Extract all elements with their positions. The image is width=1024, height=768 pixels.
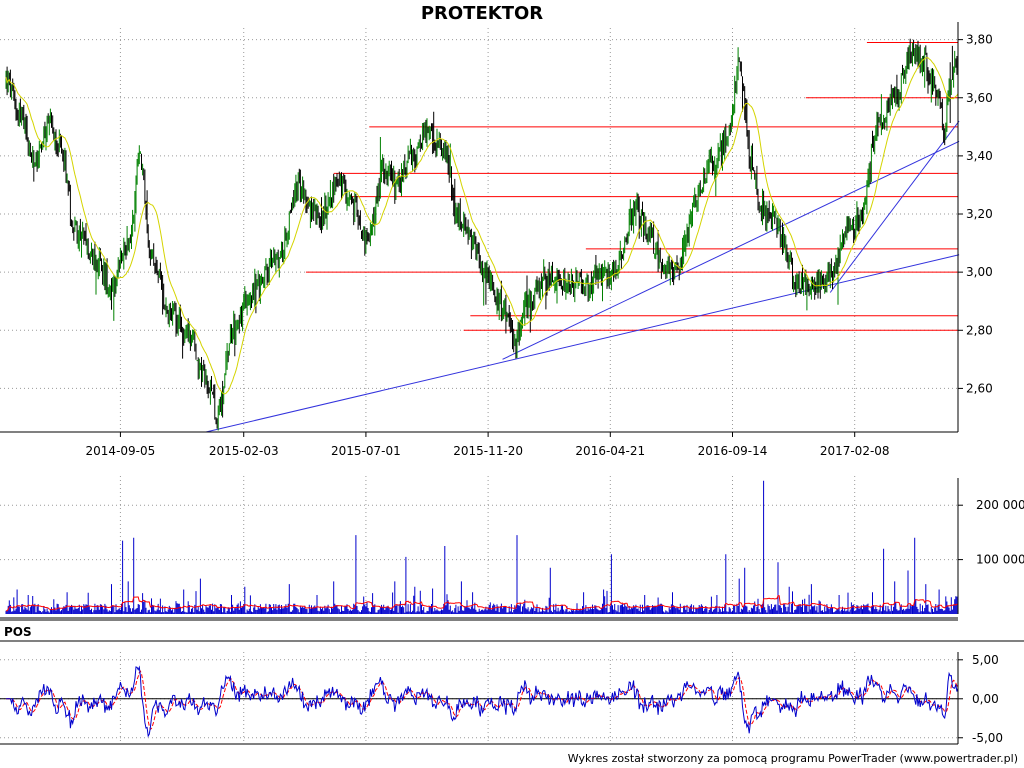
pos-axes: 5,00 0,00 -5,00 [0, 652, 1003, 745]
price-x-tick-label: 2015-11-20 [453, 444, 523, 458]
price-y-tick-label: 3,80 [966, 33, 993, 47]
price-x-tick-label: 2016-04-21 [575, 444, 645, 458]
trend-lines [205, 120, 960, 433]
volume-panel: 200 000 100 000 [0, 476, 1024, 619]
up-candles [5, 42, 959, 431]
volume-average-line [5, 595, 958, 612]
pos-y-tick-label: 5,00 [972, 653, 999, 667]
pos-y-tick-label: -5,00 [972, 731, 1003, 745]
trend-line [502, 140, 960, 360]
trend-line [829, 120, 960, 293]
horizontal-levels [305, 42, 958, 331]
footer-credit: Wykres został stworzony za pomocą progra… [568, 752, 1018, 765]
volume-bars [5, 480, 959, 614]
price-x-tick-label: 2016-09-14 [698, 444, 768, 458]
price-x-tick-label: 2015-02-03 [209, 444, 279, 458]
pos-y-tick-label: 0,00 [972, 692, 999, 706]
price-x-tick-label: 2017-02-08 [820, 444, 890, 458]
price-y-tick-label: 2,80 [966, 323, 993, 337]
price-grid [0, 28, 958, 432]
price-x-tick-label: 2014-09-05 [86, 444, 156, 458]
price-y-tick-label: 3,40 [966, 149, 993, 163]
trend-line [205, 254, 960, 433]
pos-line [6, 665, 959, 738]
price-panel: 3,80 3,60 3,40 3,20 3,00 2,80 2,60 2014-09-05 20… [0, 22, 993, 458]
moving-average-line [5, 57, 959, 395]
chart-title: PROTEKTOR [421, 3, 543, 24]
pos-panel: POS 5,00 0,00 -5,00 [0, 625, 1003, 745]
price-y-tick-label: 3,60 [966, 91, 993, 105]
price-y-tick-label: 3,00 [966, 265, 993, 279]
volume-y-tick-label: 200 000 [976, 498, 1024, 512]
pos-label: POS [4, 625, 32, 639]
volume-grid [0, 476, 958, 614]
pos-grid [0, 652, 958, 744]
volume-y-tick-label: 100 000 [976, 553, 1024, 567]
down-candles [6, 38, 958, 429]
volume-axes: 200 000 100 000 [0, 478, 1024, 619]
price-x-tick-label: 2015-07-01 [331, 444, 401, 458]
price-y-tick-label: 3,20 [966, 207, 993, 221]
price-y-tick-label: 2,60 [966, 381, 993, 395]
price-axes: 3,80 3,60 3,40 3,20 3,00 2,80 2,60 2014-09-05 20… [0, 22, 993, 458]
